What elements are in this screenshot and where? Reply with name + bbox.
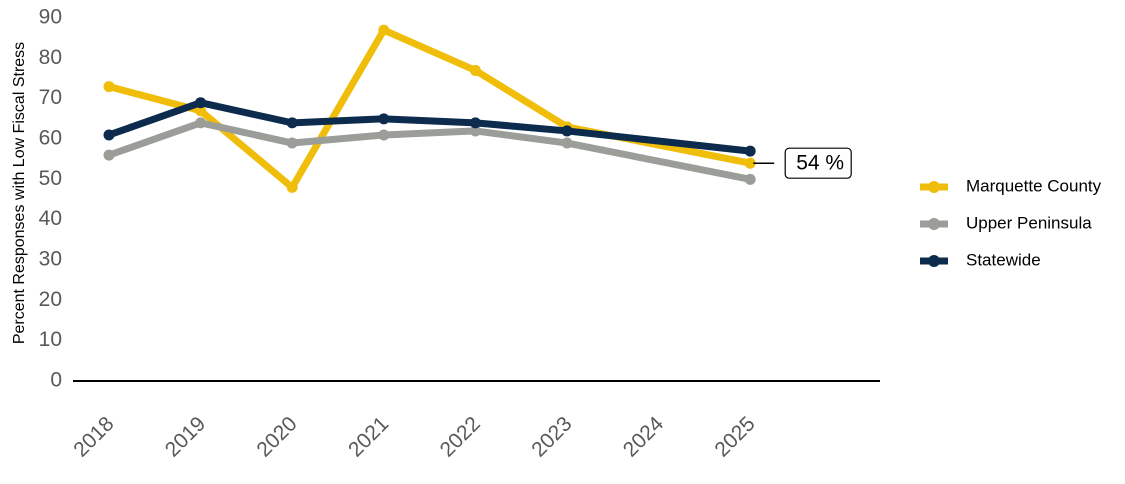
y-tick-label-20: 20 [39,288,62,311]
data-point-upper-peninsula-2025 [744,173,756,185]
x-tick-label-2021: 2021 [344,412,393,461]
legend-swatch-marker [928,255,940,267]
data-point-marquette-county-2021 [378,24,390,36]
legend-item-upper-peninsula: Upper Peninsula [920,213,1092,232]
series-upper-peninsula [103,117,756,185]
y-tick-label-10: 10 [39,328,62,351]
y-tick-label-30: 30 [39,248,62,271]
y-tick-label-70: 70 [39,86,62,109]
series-lines [103,24,756,193]
y-tick-label-0: 0 [50,369,62,392]
data-point-statewide-2023 [561,125,573,137]
legend-item-statewide: Statewide [920,250,1041,269]
legend-swatch-marker [928,218,940,230]
data-point-statewide-2021 [378,113,390,125]
x-axis-ticks: 2018 2019 2020 2021 2022 2023 2024 2025 [69,412,759,462]
x-tick-label-2024: 2024 [619,412,669,462]
data-point-upper-peninsula-2020 [286,137,298,149]
annotation-label: 54 % [796,152,844,175]
data-point-upper-peninsula-2018 [103,149,115,161]
series-line-upper-peninsula [105,119,754,183]
data-point-statewide-2020 [286,117,298,129]
data-point-statewide-2022 [469,117,481,129]
data-point-statewide-2018 [103,129,115,141]
y-axis-label: Percent Responses with Low Fiscal Stress [11,42,28,344]
x-tick-label-2019: 2019 [161,412,210,461]
legend-label: Marquette County [966,176,1102,195]
x-tick-label-2022: 2022 [436,412,485,461]
y-axis-ticks: 0 10 20 30 40 50 60 70 80 90 [39,6,62,392]
legend-swatch-marker [928,181,940,193]
data-point-marquette-county-2019 [195,105,207,117]
legend: Marquette County Upper Peninsula Statewide [920,176,1102,269]
x-tick-label-2023: 2023 [527,412,576,461]
data-point-upper-peninsula-2023 [561,137,573,149]
y-tick-label-60: 60 [39,127,62,150]
data-point-statewide-2025 [744,145,756,157]
data-point-marquette-county-2022 [469,64,481,76]
legend-label: Statewide [966,250,1041,269]
legend-label: Upper Peninsula [966,213,1092,232]
y-tick-label-80: 80 [39,46,62,69]
legend-item-marquette-county: Marquette County [920,176,1102,195]
end-value-annotation: 54 % [753,147,852,179]
data-point-upper-peninsula-2022 [469,125,481,137]
data-point-marquette-county-2025 [744,157,756,169]
series-marquette-county [103,24,756,193]
data-point-statewide-2019 [195,97,207,109]
y-tick-label-90: 90 [39,6,62,29]
data-point-upper-peninsula-2021 [378,129,390,141]
y-tick-label-40: 40 [39,207,62,230]
y-tick-label-50: 50 [39,167,62,190]
series-statewide [103,97,756,157]
annotation-box [784,147,852,179]
x-tick-label-2020: 2020 [252,412,301,461]
data-point-upper-peninsula-2019 [195,117,207,129]
data-point-marquette-county-2018 [103,81,115,93]
data-point-marquette-county-2020 [286,181,298,193]
x-tick-label-2018: 2018 [69,412,118,461]
x-tick-label-2025: 2025 [710,412,759,461]
